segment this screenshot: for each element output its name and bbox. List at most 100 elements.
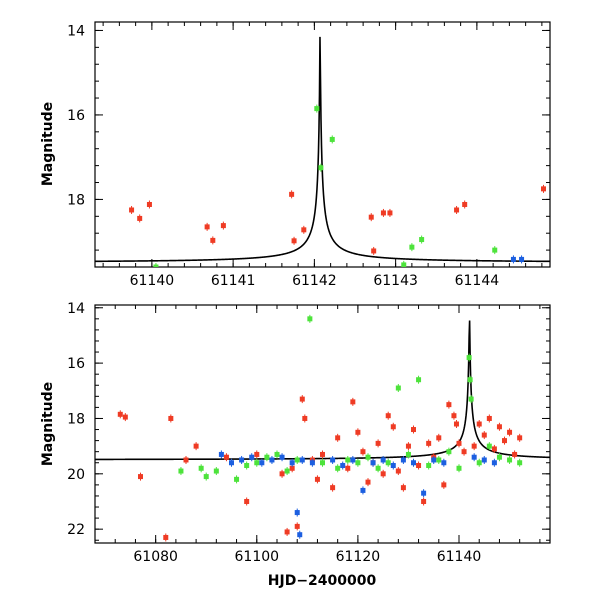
bottom-blue-point bbox=[411, 460, 416, 466]
bottom-blue-point bbox=[400, 457, 406, 463]
bottom-blue-point bbox=[471, 454, 477, 460]
bottom-red-point bbox=[330, 485, 336, 491]
bottom-blue-point bbox=[299, 457, 305, 463]
top-x-tick-label: 61141 bbox=[211, 273, 256, 289]
bottom-red-point bbox=[496, 424, 502, 430]
top-y-axis-label: Magnitude bbox=[40, 102, 56, 186]
bottom-red-point bbox=[299, 396, 305, 402]
bottom-blue-point bbox=[491, 460, 497, 466]
bottom-y-tick-label: 18 bbox=[67, 411, 85, 427]
top-green-point bbox=[314, 106, 320, 112]
bottom-y-tick-label: 16 bbox=[67, 356, 85, 372]
top-red-point bbox=[454, 207, 460, 213]
top-green-point bbox=[401, 262, 407, 267]
bottom-red-point bbox=[491, 446, 497, 452]
bottom-green-point bbox=[355, 460, 361, 466]
top-red-point bbox=[380, 210, 386, 216]
bottom-y-tick-label: 22 bbox=[67, 522, 85, 538]
bottom-green-point bbox=[466, 355, 472, 361]
bottom-green-point bbox=[365, 454, 371, 460]
bottom-blue-point bbox=[441, 460, 447, 466]
bottom-green-point bbox=[507, 457, 513, 463]
bottom-green-point bbox=[335, 465, 341, 471]
bottom-blue-point bbox=[229, 460, 234, 466]
bottom-red-point bbox=[254, 451, 260, 457]
bottom-blue-point bbox=[297, 532, 303, 538]
bottom-panel: 61080 61100 61120 61140 14 16 18 20 22 Magnitude… bbox=[40, 301, 551, 589]
top-plot-frame bbox=[94, 21, 551, 268]
bottom-green-point bbox=[274, 451, 280, 457]
top-y-tick-label: 16 bbox=[67, 108, 85, 124]
top-axis-ticks bbox=[95, 22, 550, 268]
top-red-point bbox=[220, 223, 226, 229]
top-red-point bbox=[371, 248, 377, 254]
bottom-green-point bbox=[395, 385, 401, 391]
bottom-red-point bbox=[193, 443, 199, 449]
bottom-green-point bbox=[405, 451, 411, 457]
bottom-green-point bbox=[496, 454, 502, 460]
top-green-point bbox=[409, 244, 415, 250]
bottom-blue-point bbox=[360, 487, 366, 493]
top-green-point bbox=[153, 264, 159, 267]
bottom-red-point bbox=[244, 498, 250, 504]
bottom-green-point bbox=[234, 476, 240, 482]
bottom-green-point bbox=[307, 316, 313, 322]
top-red-point bbox=[291, 238, 297, 244]
bottom-red-point bbox=[138, 474, 143, 480]
bottom-red-point bbox=[375, 440, 381, 446]
top-green-point bbox=[318, 165, 324, 171]
top-y-tick-label: 14 bbox=[67, 23, 85, 39]
bottom-green-point bbox=[198, 465, 204, 471]
bottom-y-tick-label: 20 bbox=[67, 467, 85, 483]
bottom-red-point bbox=[446, 402, 452, 408]
bottom-red-point bbox=[365, 479, 371, 485]
bottom-green-point bbox=[426, 463, 432, 469]
bottom-green-point bbox=[468, 396, 474, 402]
bottom-green-point bbox=[244, 463, 250, 469]
bottom-blue-point bbox=[390, 463, 396, 469]
bottom-red-point bbox=[502, 438, 507, 444]
bottom-red-point bbox=[507, 429, 513, 435]
bottom-red-point bbox=[451, 413, 457, 419]
top-green-point bbox=[329, 136, 335, 142]
bottom-green-point bbox=[284, 468, 290, 474]
bottom-green-point bbox=[178, 468, 184, 474]
bottom-red-point bbox=[517, 435, 523, 441]
top-red-point bbox=[387, 210, 393, 216]
top-red-point bbox=[541, 186, 546, 192]
top-model-curve bbox=[95, 36, 550, 263]
bottom-red-point bbox=[284, 529, 290, 535]
bottom-red-point bbox=[355, 429, 361, 435]
top-green-point bbox=[419, 237, 425, 243]
bottom-red-point bbox=[416, 463, 422, 469]
bottom-x-tick-label: 61140 bbox=[437, 549, 482, 565]
bottom-red-point bbox=[163, 534, 169, 540]
bottom-tick-labels: 61080 61100 61120 61140 14 16 18 20 22 bbox=[67, 301, 481, 565]
bottom-red-point bbox=[183, 457, 189, 463]
bottom-x-tick-label: 61120 bbox=[336, 549, 381, 565]
bottom-green-point bbox=[456, 465, 462, 471]
bottom-blue-point bbox=[279, 454, 285, 460]
bottom-red-point bbox=[395, 468, 401, 474]
bottom-red-point bbox=[117, 411, 123, 417]
bottom-green-point bbox=[345, 457, 351, 463]
bottom-red-point bbox=[441, 482, 447, 488]
bottom-x-axis-label: HJD−2400000 bbox=[268, 573, 377, 589]
bottom-green-point bbox=[320, 460, 325, 466]
bottom-blue-point bbox=[431, 457, 437, 463]
bottom-red-point bbox=[314, 476, 320, 482]
bottom-plot-frame bbox=[94, 304, 551, 544]
bottom-red-point bbox=[168, 415, 174, 421]
bottom-blue-point bbox=[350, 457, 356, 463]
top-red-point bbox=[146, 201, 152, 207]
bottom-red-point bbox=[436, 435, 442, 441]
bottom-y-tick-label: 14 bbox=[67, 301, 85, 317]
bottom-red-point bbox=[345, 465, 351, 471]
bottom-axis-ticks bbox=[94, 305, 550, 543]
bottom-blue-point bbox=[249, 454, 255, 460]
bottom-green-point bbox=[486, 443, 492, 449]
bottom-red-point bbox=[405, 443, 411, 449]
bottom-red-point bbox=[453, 421, 459, 427]
top-red-point bbox=[462, 201, 468, 207]
